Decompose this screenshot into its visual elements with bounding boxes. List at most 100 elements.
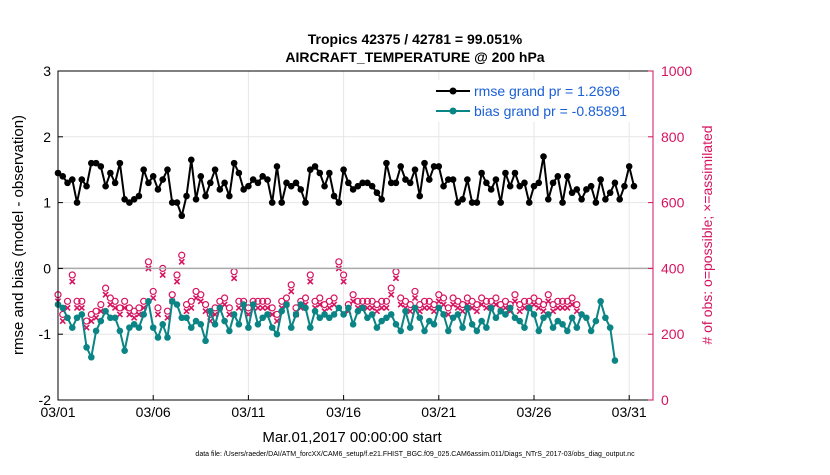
- y-tick-label: 2: [43, 129, 51, 145]
- obs-assimilated-marker: [92, 314, 100, 321]
- bias-point: [73, 314, 81, 322]
- bias-point: [511, 314, 519, 322]
- obs-assimilated-stroke: [164, 314, 171, 321]
- bias-point: [583, 314, 590, 322]
- y-axis-label: rmse and bias (model - observation): [10, 115, 27, 355]
- obs-assimilated-stroke: [88, 317, 95, 325]
- obs-assimilated-marker: [364, 304, 371, 312]
- obs-possible-marker: [449, 294, 457, 302]
- rmse-point: [321, 182, 328, 190]
- y-tick-label: 0: [43, 260, 51, 276]
- obs-assimilated-marker: [130, 314, 138, 321]
- obs-possible-marker: [516, 300, 524, 309]
- rmse-point: [616, 196, 623, 203]
- obs-assimilated-marker: [188, 304, 195, 312]
- obs-assimilated-marker: [549, 308, 557, 315]
- obs-possible-marker: [173, 271, 181, 279]
- bias-point: [587, 327, 595, 335]
- obs-assimilated-stroke: [383, 304, 390, 312]
- rmse-point: [483, 179, 490, 187]
- footnote: data file: /Users/raeder/DAI/ATM_forcXX/…: [195, 451, 635, 458]
- bias-point: [578, 311, 585, 318]
- obs-possible-marker: [306, 271, 314, 279]
- rmse-point: [440, 182, 447, 190]
- obs-possible-marker: [463, 294, 471, 302]
- obs-possible-marker: [401, 297, 410, 305]
- bias-point: [230, 311, 238, 318]
- obs-possible-marker: [430, 300, 438, 309]
- rmse-point: [573, 186, 581, 193]
- obs-assimilated-stroke: [154, 311, 162, 318]
- bias-point: [283, 301, 290, 308]
- rmse-point: [578, 196, 585, 203]
- obs-assimilated-stroke: [183, 308, 190, 315]
- bias-point: [449, 314, 457, 322]
- bias-point: [573, 324, 581, 331]
- rmse-point: [164, 166, 171, 173]
- rmse-point: [73, 199, 81, 206]
- obs-possible-marker: [106, 294, 114, 302]
- obs-possible-marker: [182, 300, 191, 309]
- rmse-point: [145, 179, 152, 187]
- obs-assimilated-stroke: [483, 304, 490, 312]
- bias-point: [492, 314, 500, 322]
- bias-point: [421, 327, 428, 335]
- obs-assimilated-marker: [407, 308, 414, 315]
- obs-assimilated-marker: [154, 311, 162, 318]
- bias-point: [345, 304, 352, 312]
- bias-point: [440, 311, 447, 318]
- x-axis-ticks: 03/01 03/06 03/11 03/16 03/21 03/26 03/31: [40, 395, 647, 420]
- bias-point: [368, 311, 376, 318]
- rmse-point: [68, 176, 76, 183]
- rmse-point: [630, 182, 638, 190]
- x-axis-label: Mar.01,2017 00:00:00 start: [262, 429, 442, 446]
- bias-point: [316, 314, 324, 322]
- obs-assimilated-stroke: [473, 308, 481, 315]
- rmse-point: [416, 192, 424, 200]
- obs-assimilated-stroke: [102, 291, 109, 298]
- bias-point: [425, 317, 433, 325]
- right-tick-label: 600: [661, 195, 685, 211]
- rmse-point: [64, 179, 71, 187]
- bias-point: [64, 314, 71, 322]
- obs-possible-marker: [549, 300, 557, 309]
- obs-possible-marker: [263, 297, 272, 305]
- obs-possible-marker: [178, 251, 186, 259]
- bias-point: [383, 314, 390, 322]
- bias-point: [559, 321, 566, 328]
- right-axis-ticks: 0 200 400 600 800 1000: [648, 63, 692, 408]
- obs-assimilated-marker: [88, 317, 95, 325]
- bias-point: [207, 307, 214, 315]
- obs-assimilated-stroke: [340, 278, 347, 285]
- y-tick-label: -1: [39, 326, 52, 342]
- bias-point: [544, 311, 552, 318]
- rmse-point: [606, 189, 614, 197]
- obs-possible-marker: [259, 297, 267, 305]
- rmse-point: [302, 199, 309, 206]
- rmse-point: [259, 172, 266, 180]
- obs-possible-marker: [425, 297, 433, 305]
- rmse-point: [292, 179, 300, 187]
- obs-assimilated-marker: [483, 304, 490, 312]
- obs-assimilated-stroke: [516, 308, 523, 315]
- obs-assimilated-stroke: [197, 298, 204, 305]
- obs-possible-marker: [501, 297, 510, 305]
- rmse-point: [83, 182, 90, 190]
- obs-possible-marker: [563, 297, 571, 305]
- rmse-point: [378, 196, 385, 203]
- rmse-point: [273, 163, 281, 170]
- bias-point: [387, 311, 395, 318]
- rmse-point: [268, 199, 276, 206]
- rmse-point: [497, 199, 504, 206]
- obs-possible-marker: [273, 310, 281, 319]
- bias-point: [464, 304, 471, 312]
- rmse-point: [587, 182, 595, 190]
- obs-assimilated-stroke: [130, 314, 138, 321]
- rmse-point: [340, 166, 347, 173]
- bias-point: [487, 304, 495, 312]
- bias-point: [411, 304, 419, 312]
- rmse-point: [88, 159, 95, 167]
- rmse-point: [583, 186, 590, 193]
- bias-point: [221, 317, 228, 325]
- obs-assimilated-marker: [73, 304, 81, 312]
